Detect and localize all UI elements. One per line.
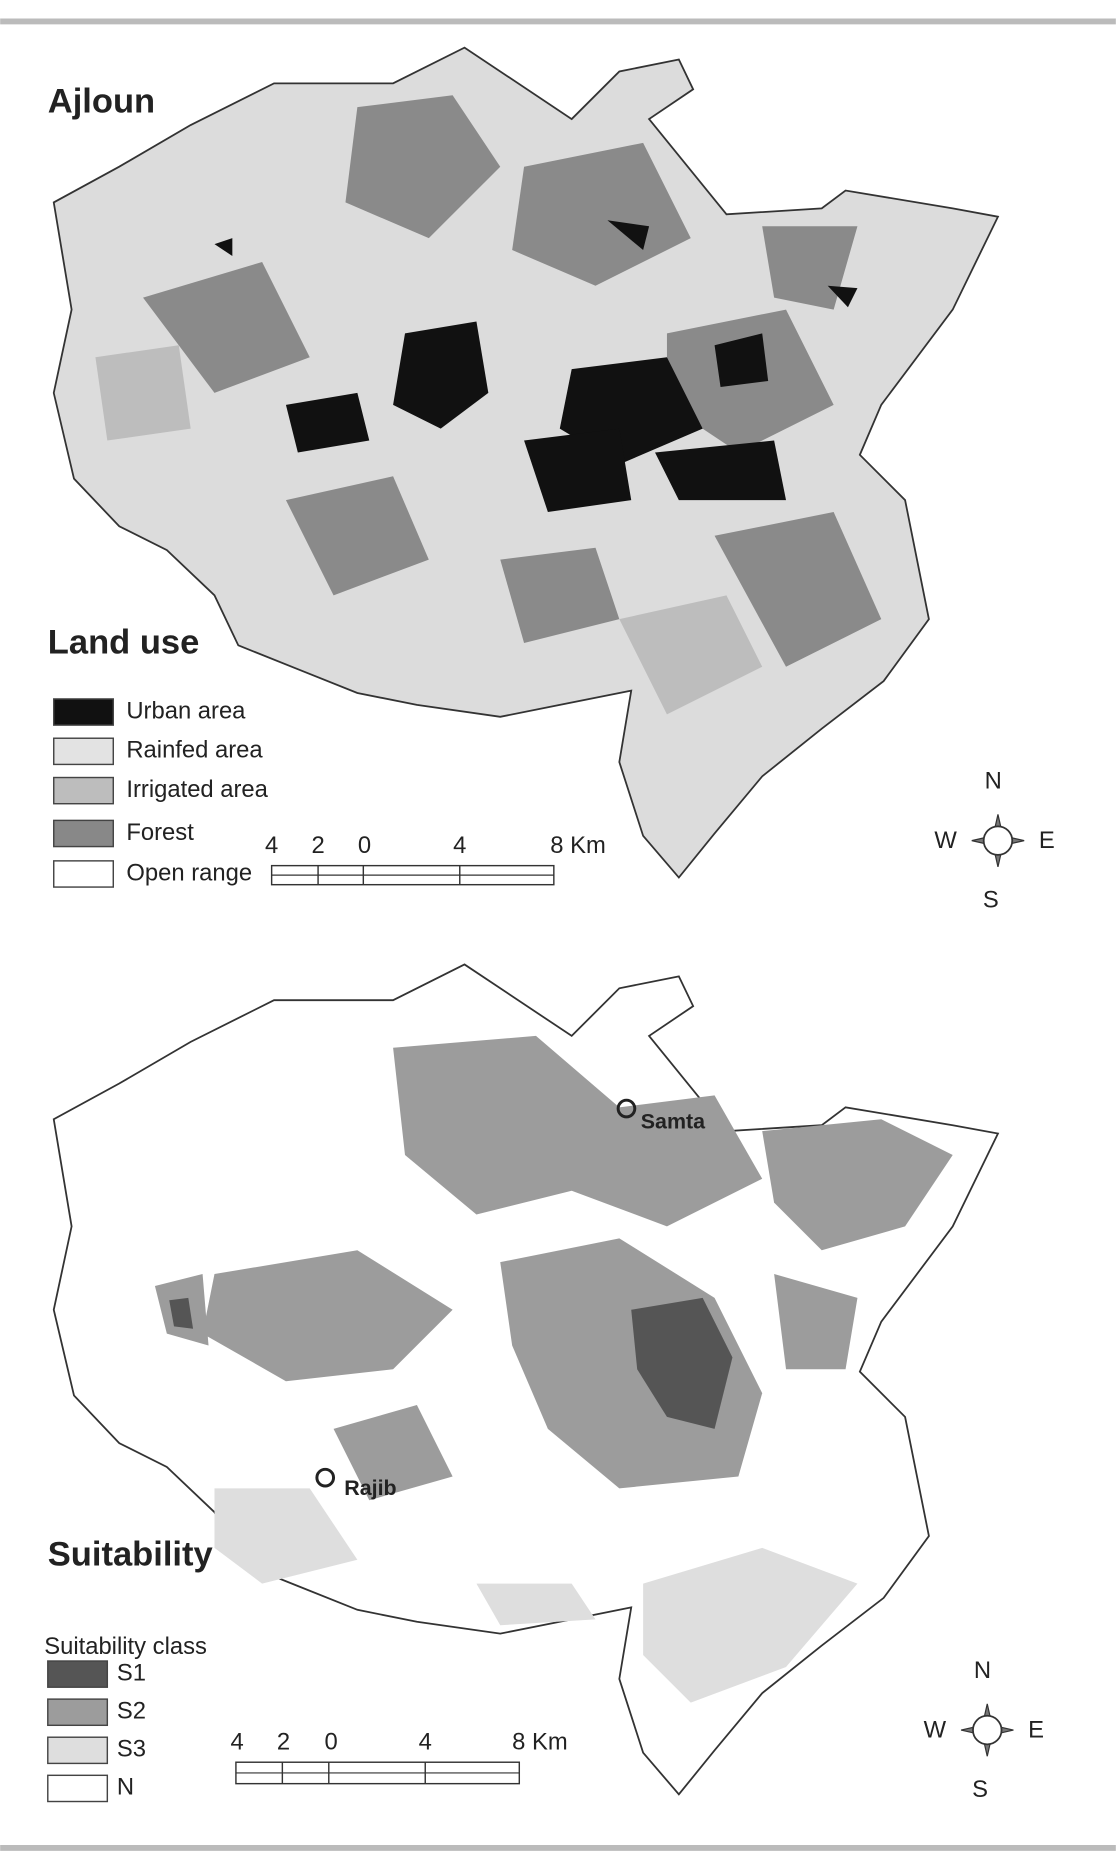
compass-label: E [1039,827,1055,854]
scale-bar-label: 0 [358,832,371,859]
legend-swatch [53,860,114,888]
legend-label: S2 [117,1698,146,1725]
place-marker [315,1098,637,1488]
scale-bar-label: 4 [265,832,278,859]
legend-label: Urban area [126,697,246,724]
legend-swatch [47,1660,109,1688]
compass-label: W [934,827,957,854]
legend-swatch [47,1698,109,1727]
place-label: Samta [641,1109,706,1133]
scale-bar-label: 8 Km [550,832,606,859]
compass-label: S [983,887,999,914]
suitability-map [52,963,999,1796]
scale-bar-label: 0 [325,1728,338,1755]
legend-label: Open range [126,859,252,886]
scale-bar-label: 8 Km [512,1728,568,1755]
legend-title: Suitability class [44,1633,207,1660]
map-subtitle: Land use [48,623,200,661]
place-label: Rajib [344,1476,396,1500]
compass-label: N [974,1657,991,1684]
legend-label: S1 [117,1659,146,1686]
compass-label: S [972,1776,988,1803]
scale-bar-label: 4 [230,1728,243,1755]
scale-bar-label: 4 [453,832,466,859]
compass-ring [972,1714,1003,1746]
legend-label: Irrigated area [126,776,268,803]
compass-label: E [1028,1717,1044,1744]
land-use-map [52,46,999,879]
compass-ring [982,825,1014,856]
legend-label: Forest [126,819,194,846]
scale-bar-label: 2 [277,1728,290,1755]
legend-swatch [47,1736,109,1765]
legend-swatch [53,737,114,766]
legend-swatch [53,819,114,848]
scale-bar-label: 4 [419,1728,432,1755]
map-title: Suitability [48,1535,214,1573]
legend-label: N [117,1774,134,1801]
legend-label: S3 [117,1736,146,1763]
scale-bar-label: 2 [311,832,324,859]
legend-swatch [47,1774,109,1803]
map-title: Ajloun [48,83,155,121]
legend-swatch [53,698,114,726]
legend-label: Rainfed area [126,737,263,764]
legend-swatch [53,776,114,805]
compass-label: N [985,768,1002,795]
compass-label: W [924,1717,947,1744]
